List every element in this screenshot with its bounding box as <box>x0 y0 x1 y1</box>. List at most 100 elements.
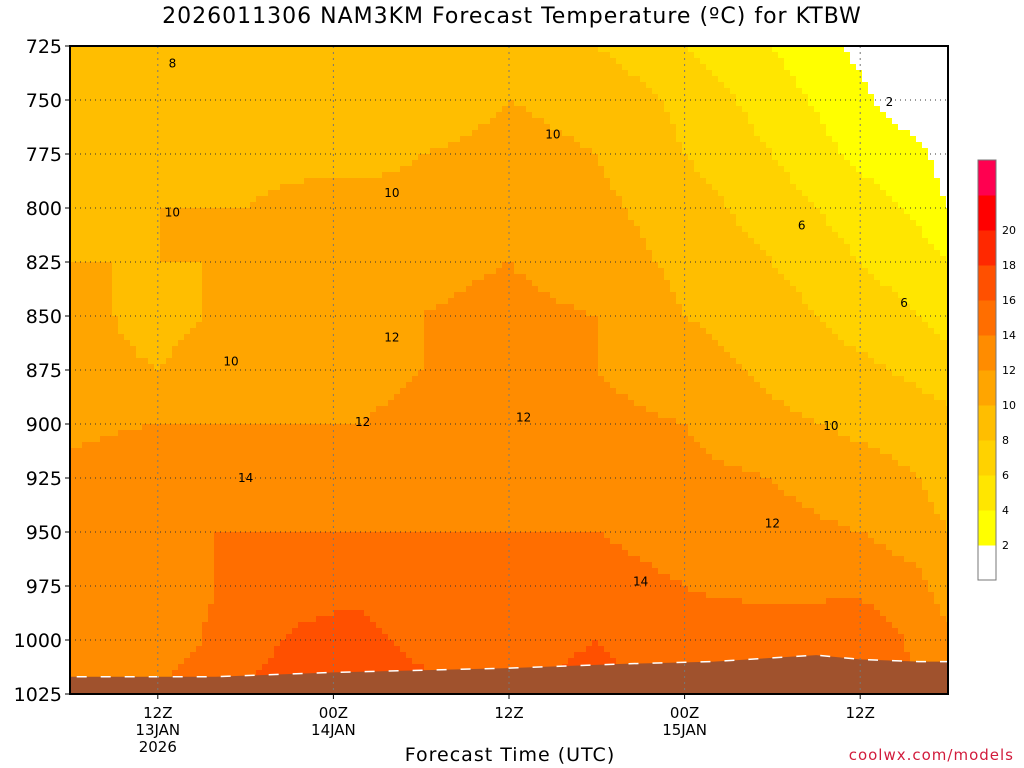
temperature-cell <box>334 214 341 221</box>
temperature-cell <box>868 100 875 107</box>
temperature-cell <box>160 112 167 119</box>
temperature-cell <box>502 64 509 71</box>
temperature-cell <box>370 214 377 221</box>
temperature-cell <box>706 160 713 167</box>
temperature-cell <box>430 172 437 179</box>
temperature-cell <box>682 136 689 143</box>
temperature-cell <box>580 244 587 251</box>
temperature-cell <box>340 226 347 233</box>
temperature-cell <box>616 112 623 119</box>
temperature-cell <box>850 142 857 149</box>
temperature-cell <box>340 124 347 131</box>
temperature-cell <box>934 220 941 227</box>
temperature-cell <box>430 232 437 239</box>
temperature-cell <box>364 100 371 107</box>
temperature-cell <box>562 76 569 83</box>
temperature-cell <box>628 196 635 203</box>
temperature-cell <box>328 238 335 245</box>
temperature-cell <box>538 160 545 167</box>
temperature-cell <box>634 52 641 59</box>
temperature-cell <box>490 112 497 119</box>
temperature-cell <box>592 244 599 251</box>
temperature-cell <box>622 118 629 125</box>
temperature-cell <box>754 88 761 95</box>
temperature-cell <box>820 112 827 119</box>
temperature-cell <box>70 226 77 233</box>
temperature-cell <box>682 82 689 89</box>
temperature-cell <box>586 88 593 95</box>
temperature-cell <box>700 58 707 65</box>
temperature-cell <box>370 46 377 53</box>
temperature-cell <box>670 130 677 137</box>
temperature-cell <box>652 136 659 143</box>
temperature-cell <box>406 82 413 89</box>
temperature-cell <box>670 166 677 173</box>
temperature-cell <box>442 190 449 197</box>
temperature-cell <box>628 184 635 191</box>
temperature-cell <box>208 184 215 191</box>
temperature-cell <box>772 94 779 101</box>
temperature-cell <box>484 148 491 155</box>
temperature-cell <box>244 88 251 95</box>
temperature-cell <box>616 196 623 203</box>
temperature-cell <box>136 184 143 191</box>
temperature-cell <box>814 64 821 71</box>
temperature-cell <box>448 76 455 83</box>
temperature-cell <box>502 136 509 143</box>
temperature-cell <box>490 220 497 227</box>
temperature-cell <box>520 184 527 191</box>
temperature-cell <box>748 142 755 149</box>
temperature-cell <box>214 214 221 221</box>
temperature-cell <box>826 220 833 227</box>
temperature-cell <box>940 172 947 179</box>
temperature-cell <box>148 190 155 197</box>
temperature-cell <box>856 46 863 53</box>
temperature-cell <box>460 202 467 209</box>
temperature-cell <box>508 208 515 215</box>
temperature-cell <box>682 148 689 155</box>
temperature-cell <box>592 178 599 185</box>
temperature-cell <box>328 166 335 173</box>
temperature-cell <box>208 172 215 179</box>
temperature-cell <box>646 160 653 167</box>
temperature-cell <box>790 82 797 89</box>
temperature-cell <box>154 100 161 107</box>
temperature-cell <box>82 82 89 89</box>
temperature-cell <box>820 100 827 107</box>
temperature-cell <box>448 70 455 77</box>
temperature-cell <box>424 52 431 59</box>
temperature-cell <box>892 178 899 185</box>
temperature-cell <box>910 70 917 77</box>
temperature-cell <box>688 64 695 71</box>
temperature-cell <box>598 64 605 71</box>
temperature-cell <box>772 142 779 149</box>
temperature-cell <box>748 226 755 233</box>
temperature-cell <box>316 244 323 251</box>
temperature-cell <box>136 64 143 71</box>
temperature-cell <box>820 142 827 149</box>
temperature-cell <box>76 166 83 173</box>
temperature-cell <box>220 136 227 143</box>
temperature-cell <box>394 112 401 119</box>
temperature-cell <box>634 202 641 209</box>
temperature-cell <box>430 112 437 119</box>
temperature-cell <box>538 46 545 53</box>
temperature-cell <box>844 160 851 167</box>
temperature-cell <box>172 88 179 95</box>
temperature-cell <box>268 220 275 227</box>
temperature-cell <box>676 196 683 203</box>
temperature-cell <box>514 82 521 89</box>
temperature-cell <box>826 202 833 209</box>
temperature-cell <box>160 220 167 227</box>
temperature-cell <box>808 118 815 125</box>
temperature-cell <box>106 148 113 155</box>
temperature-cell <box>124 154 131 161</box>
temperature-cell <box>928 124 935 131</box>
temperature-cell <box>364 82 371 89</box>
temperature-cell <box>682 118 689 125</box>
temperature-cell <box>694 148 701 155</box>
temperature-cell <box>928 208 935 215</box>
temperature-cell <box>928 70 935 77</box>
temperature-cell <box>274 88 281 95</box>
temperature-cell <box>292 100 299 107</box>
